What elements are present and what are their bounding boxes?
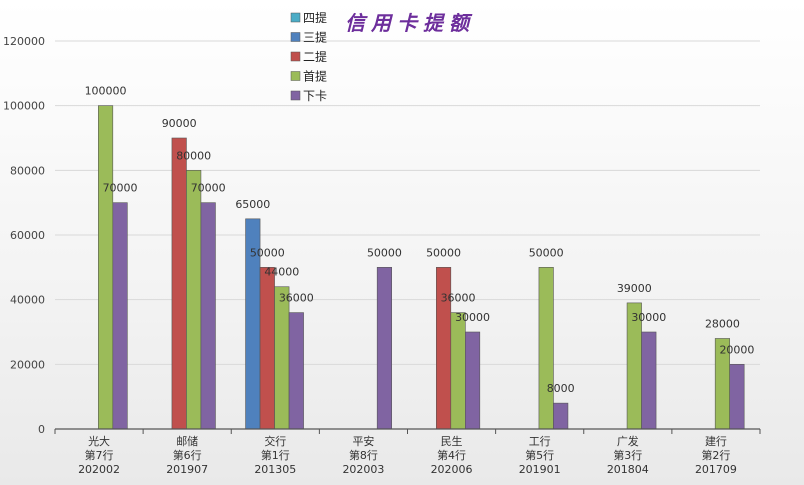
bar-下卡 [553,402,569,430]
x-tick-label: 光大 [88,434,110,448]
x-tick-label: 202002 [78,463,120,476]
data-label: 50000 [529,246,564,259]
y-tick-label: 120000 [3,35,45,48]
data-label: 100000 [85,85,127,98]
x-tick-label: 201804 [607,463,649,476]
bar-二提 [259,267,275,430]
legend-swatch [290,51,301,62]
x-tick-label: 第1行 [261,448,290,462]
data-label: 30000 [455,311,490,324]
bar-首提 [538,267,554,430]
x-tick-label: 201305 [254,463,296,476]
legend-label: 下卡 [303,89,327,103]
chart-title: 信用卡提额 [345,11,475,35]
bar-二提 [171,137,187,430]
x-tick-label: 民生 [441,434,463,448]
y-tick-label: 40000 [10,294,45,307]
bar-首提 [450,312,466,430]
bars [98,105,745,430]
y-tick-label: 80000 [10,164,45,177]
x-tick-label: 201709 [695,463,737,476]
y-tick-label: 20000 [10,358,45,371]
x-tick-label: 第4行 [437,448,466,462]
bar-下卡 [641,331,657,430]
x-tick-label: 第5行 [525,448,554,462]
legend-swatch [290,71,301,81]
bar-首提 [98,105,114,430]
x-tick-label: 202006 [431,463,473,476]
bar-首提 [274,286,290,430]
x-tick-label: 交行 [264,434,286,448]
legend-label: 四提 [303,10,327,25]
legend-label: 二提 [303,49,327,64]
x-tick-label: 202003 [342,463,384,476]
y-tick-label: 100000 [3,100,45,113]
data-label: 50000 [250,246,285,259]
data-label: 80000 [176,149,211,162]
x-tick-label: 第6行 [173,448,202,462]
bar-下卡 [465,331,481,430]
x-tick-label: 工行 [529,435,551,448]
legend-label: 首提 [303,69,327,84]
x-tick-label: 第3行 [613,448,642,462]
data-label: 44000 [264,266,299,279]
data-label: 20000 [719,343,754,356]
data-label: 36000 [279,292,314,305]
x-tick-label: 建行 [705,434,727,448]
data-label: 39000 [617,282,652,295]
x-tick-label: 第8行 [349,448,378,462]
x-tick-label: 201907 [166,463,208,476]
bar-下卡 [200,202,216,430]
data-label: 8000 [547,382,575,395]
data-label: 50000 [367,246,402,259]
y-tick-label: 60000 [10,229,45,242]
legend-label: 三提 [303,30,327,45]
x-axis: 光大第7行202002邮储第6行201907交行第1行201305平安第8行20… [54,428,761,476]
x-tick-label: 邮储 [176,434,198,448]
x-tick-label: 201901 [519,463,561,476]
bar-下卡 [729,364,745,430]
data-label: 90000 [162,117,197,130]
data-label: 30000 [631,311,666,324]
bar-下卡 [288,312,304,430]
data-label: 50000 [426,246,461,259]
data-labels: 65000 90000 50000 50000 100000 80000 44000 3600… [85,85,755,395]
y-tick-label: 0 [38,423,45,436]
data-label: 70000 [103,182,138,195]
legend-swatch [290,12,301,23]
data-label: 28000 [705,317,740,330]
data-label: 65000 [235,198,270,211]
data-label: 36000 [441,292,476,305]
bar-下卡 [376,267,392,430]
data-label: 70000 [191,182,226,195]
x-tick-label: 第2行 [701,448,730,462]
legend-swatch [290,32,301,42]
x-tick-label: 第7行 [85,448,114,462]
x-tick-label: 平安 [352,434,374,448]
legend-swatch [290,90,301,101]
bar-首提 [186,170,202,430]
x-tick-label: 广发 [617,434,639,448]
bar-下卡 [112,202,128,430]
y-axis: 0 20000 40000 60000 80000 100000 120000 [3,35,45,436]
